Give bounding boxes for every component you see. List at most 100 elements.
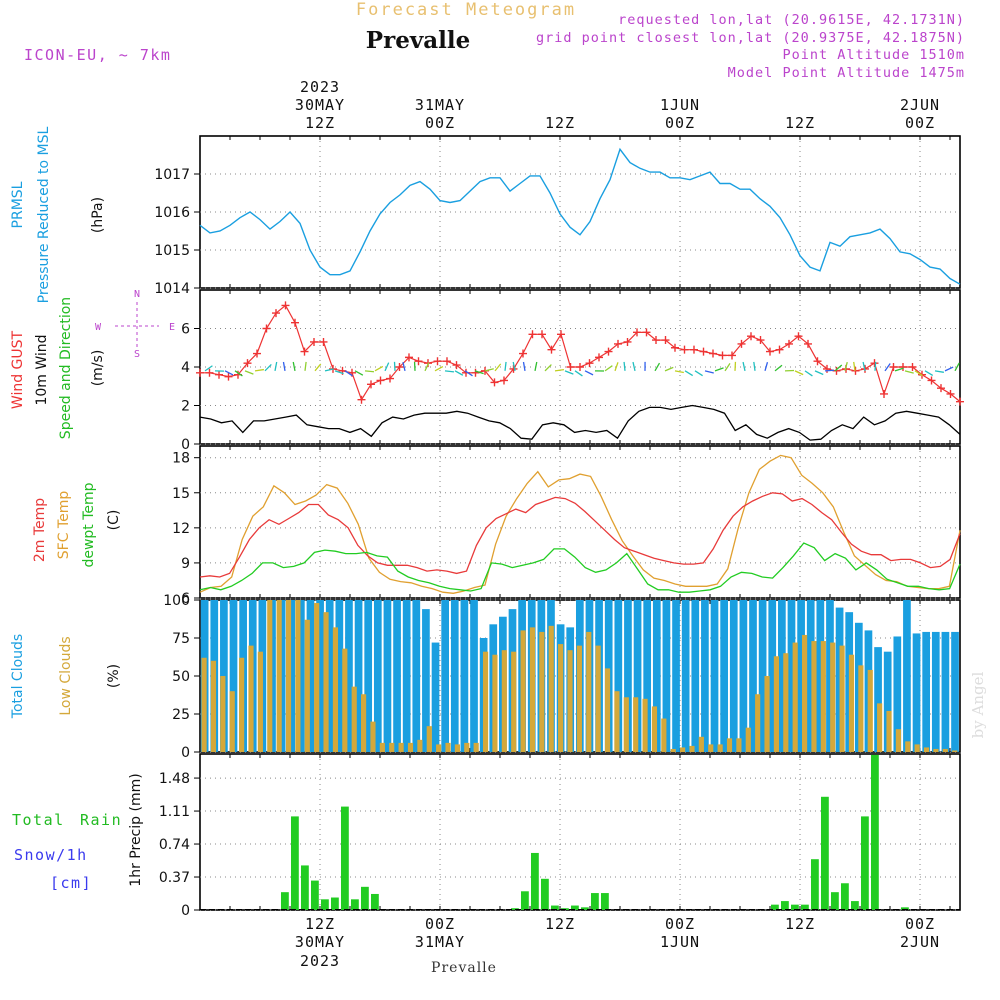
y-tick-label: 12 (172, 521, 190, 537)
wind-arrow (494, 363, 502, 372)
pressure-line (199, 147, 961, 285)
bottom-axis-date: 2JUN (900, 933, 940, 951)
total-cloud-bar (383, 600, 392, 752)
gust-marker (357, 395, 366, 404)
bottom-axis-hour: 12Z (545, 915, 575, 933)
rain-bar (871, 754, 879, 910)
low-cloud-bar (867, 669, 873, 752)
gust-marker (671, 343, 679, 352)
low-cloud-bar (792, 642, 798, 752)
low-cloud-bar (877, 703, 883, 752)
total-cloud-bar (431, 642, 440, 752)
low-cloud-bar (736, 738, 742, 752)
total-cloud-bar (345, 600, 353, 752)
low-cloud-bar (914, 744, 920, 752)
wind-arrow (204, 365, 213, 372)
wind-label-2: 10m Wind (34, 334, 50, 405)
low-cloud-bar (886, 710, 892, 752)
clouds-label-1: Total Clouds (10, 634, 26, 719)
rain-bar (571, 905, 579, 910)
rain-bar (521, 891, 529, 910)
wind-arrow (632, 361, 636, 371)
total-cloud-bar (470, 600, 478, 752)
bottom-axis-hour: 00Z (425, 915, 455, 933)
rain-bar (541, 878, 549, 910)
wind-arrow (324, 368, 334, 372)
gust-marker (652, 336, 660, 345)
clouds-unit: (%) (106, 664, 122, 688)
total-cloud-bar (787, 600, 796, 752)
gust-marker (661, 336, 670, 345)
low-cloud-bar (952, 750, 958, 752)
rain-bar (511, 908, 519, 910)
low-cloud-bar (539, 631, 545, 752)
wind-arrow (914, 370, 923, 377)
rain-bar (801, 904, 809, 910)
rain-bar (851, 901, 859, 910)
wind-label-3: Speed and Direction (58, 297, 74, 439)
wind-compass: N S W E (95, 289, 175, 360)
total-cloud-bar (652, 600, 661, 752)
rain-bar (551, 905, 559, 910)
wind-arrow (314, 363, 322, 372)
wind-arrow (862, 361, 866, 371)
low-cloud-bar (567, 650, 573, 752)
total-cloud-bar (874, 647, 882, 752)
low-cloud-bar (820, 641, 826, 752)
wind-arrow (924, 370, 934, 376)
wind-arrow (954, 362, 960, 372)
total-cloud-bar (306, 600, 315, 752)
wind-arrow (474, 370, 484, 375)
gust-marker (728, 351, 736, 360)
gust-marker (794, 332, 803, 341)
rain-bar (771, 904, 779, 910)
rain-bar (291, 816, 299, 910)
wind-arrow (664, 366, 674, 372)
low-cloud-bar (482, 651, 489, 752)
top-axis-hour: 00Z (665, 114, 695, 132)
wind-arrow (884, 363, 891, 372)
rain-bar (831, 892, 839, 910)
low-cloud-bar (229, 691, 235, 752)
gust-marker (633, 328, 641, 337)
low-cloud-bar (445, 742, 451, 752)
total-cloud-bar (335, 600, 344, 752)
total-cloud-bar (701, 600, 709, 752)
rain-bar (821, 796, 829, 910)
total-cloud-bar (816, 600, 825, 752)
gust-marker (870, 359, 879, 368)
y-tick-label: 15 (172, 486, 190, 502)
y-tick-label: 0.74 (159, 837, 190, 853)
total-cloud-bar (691, 600, 700, 752)
gust-marker (538, 330, 546, 339)
low-cloud-bar (614, 691, 620, 752)
precip-label-snow: Snow/1h (14, 846, 88, 864)
gust-marker (557, 330, 565, 339)
wind-arrow (714, 367, 724, 372)
gust-marker (595, 353, 603, 362)
requested-coords: requested lon,lat (20.9615E, 42.1731N) (618, 12, 965, 28)
rain-bar (301, 865, 309, 910)
low-cloud-bar (848, 654, 855, 752)
temp-label-2: SFC Temp (56, 491, 72, 560)
gust-marker (500, 376, 508, 385)
plot-layer: 1014101510161017024669121518025507510000… (154, 78, 964, 970)
low-cloud-bar (689, 745, 695, 752)
low-cloud-bar (370, 721, 376, 752)
low-cloud-bar (295, 600, 301, 752)
pressure-label-2: Pressure Reduced to MSL (36, 126, 52, 303)
wind-arrow (264, 364, 272, 372)
t2m-line (199, 492, 961, 578)
gust-marker (281, 301, 290, 310)
low-cloud-bar (558, 644, 564, 752)
low-cloud-bar (511, 651, 517, 752)
total-cloud-bar (941, 631, 950, 752)
gust-marker (623, 337, 632, 346)
total-cloud-bar (460, 600, 469, 752)
top-axis-date: 2JUN (900, 96, 940, 114)
gust-marker (737, 339, 746, 348)
rain-bar (581, 907, 589, 910)
y-tick-label: 2 (181, 399, 190, 415)
low-cloud-bar (933, 748, 939, 752)
low-cloud-bar (717, 744, 723, 752)
